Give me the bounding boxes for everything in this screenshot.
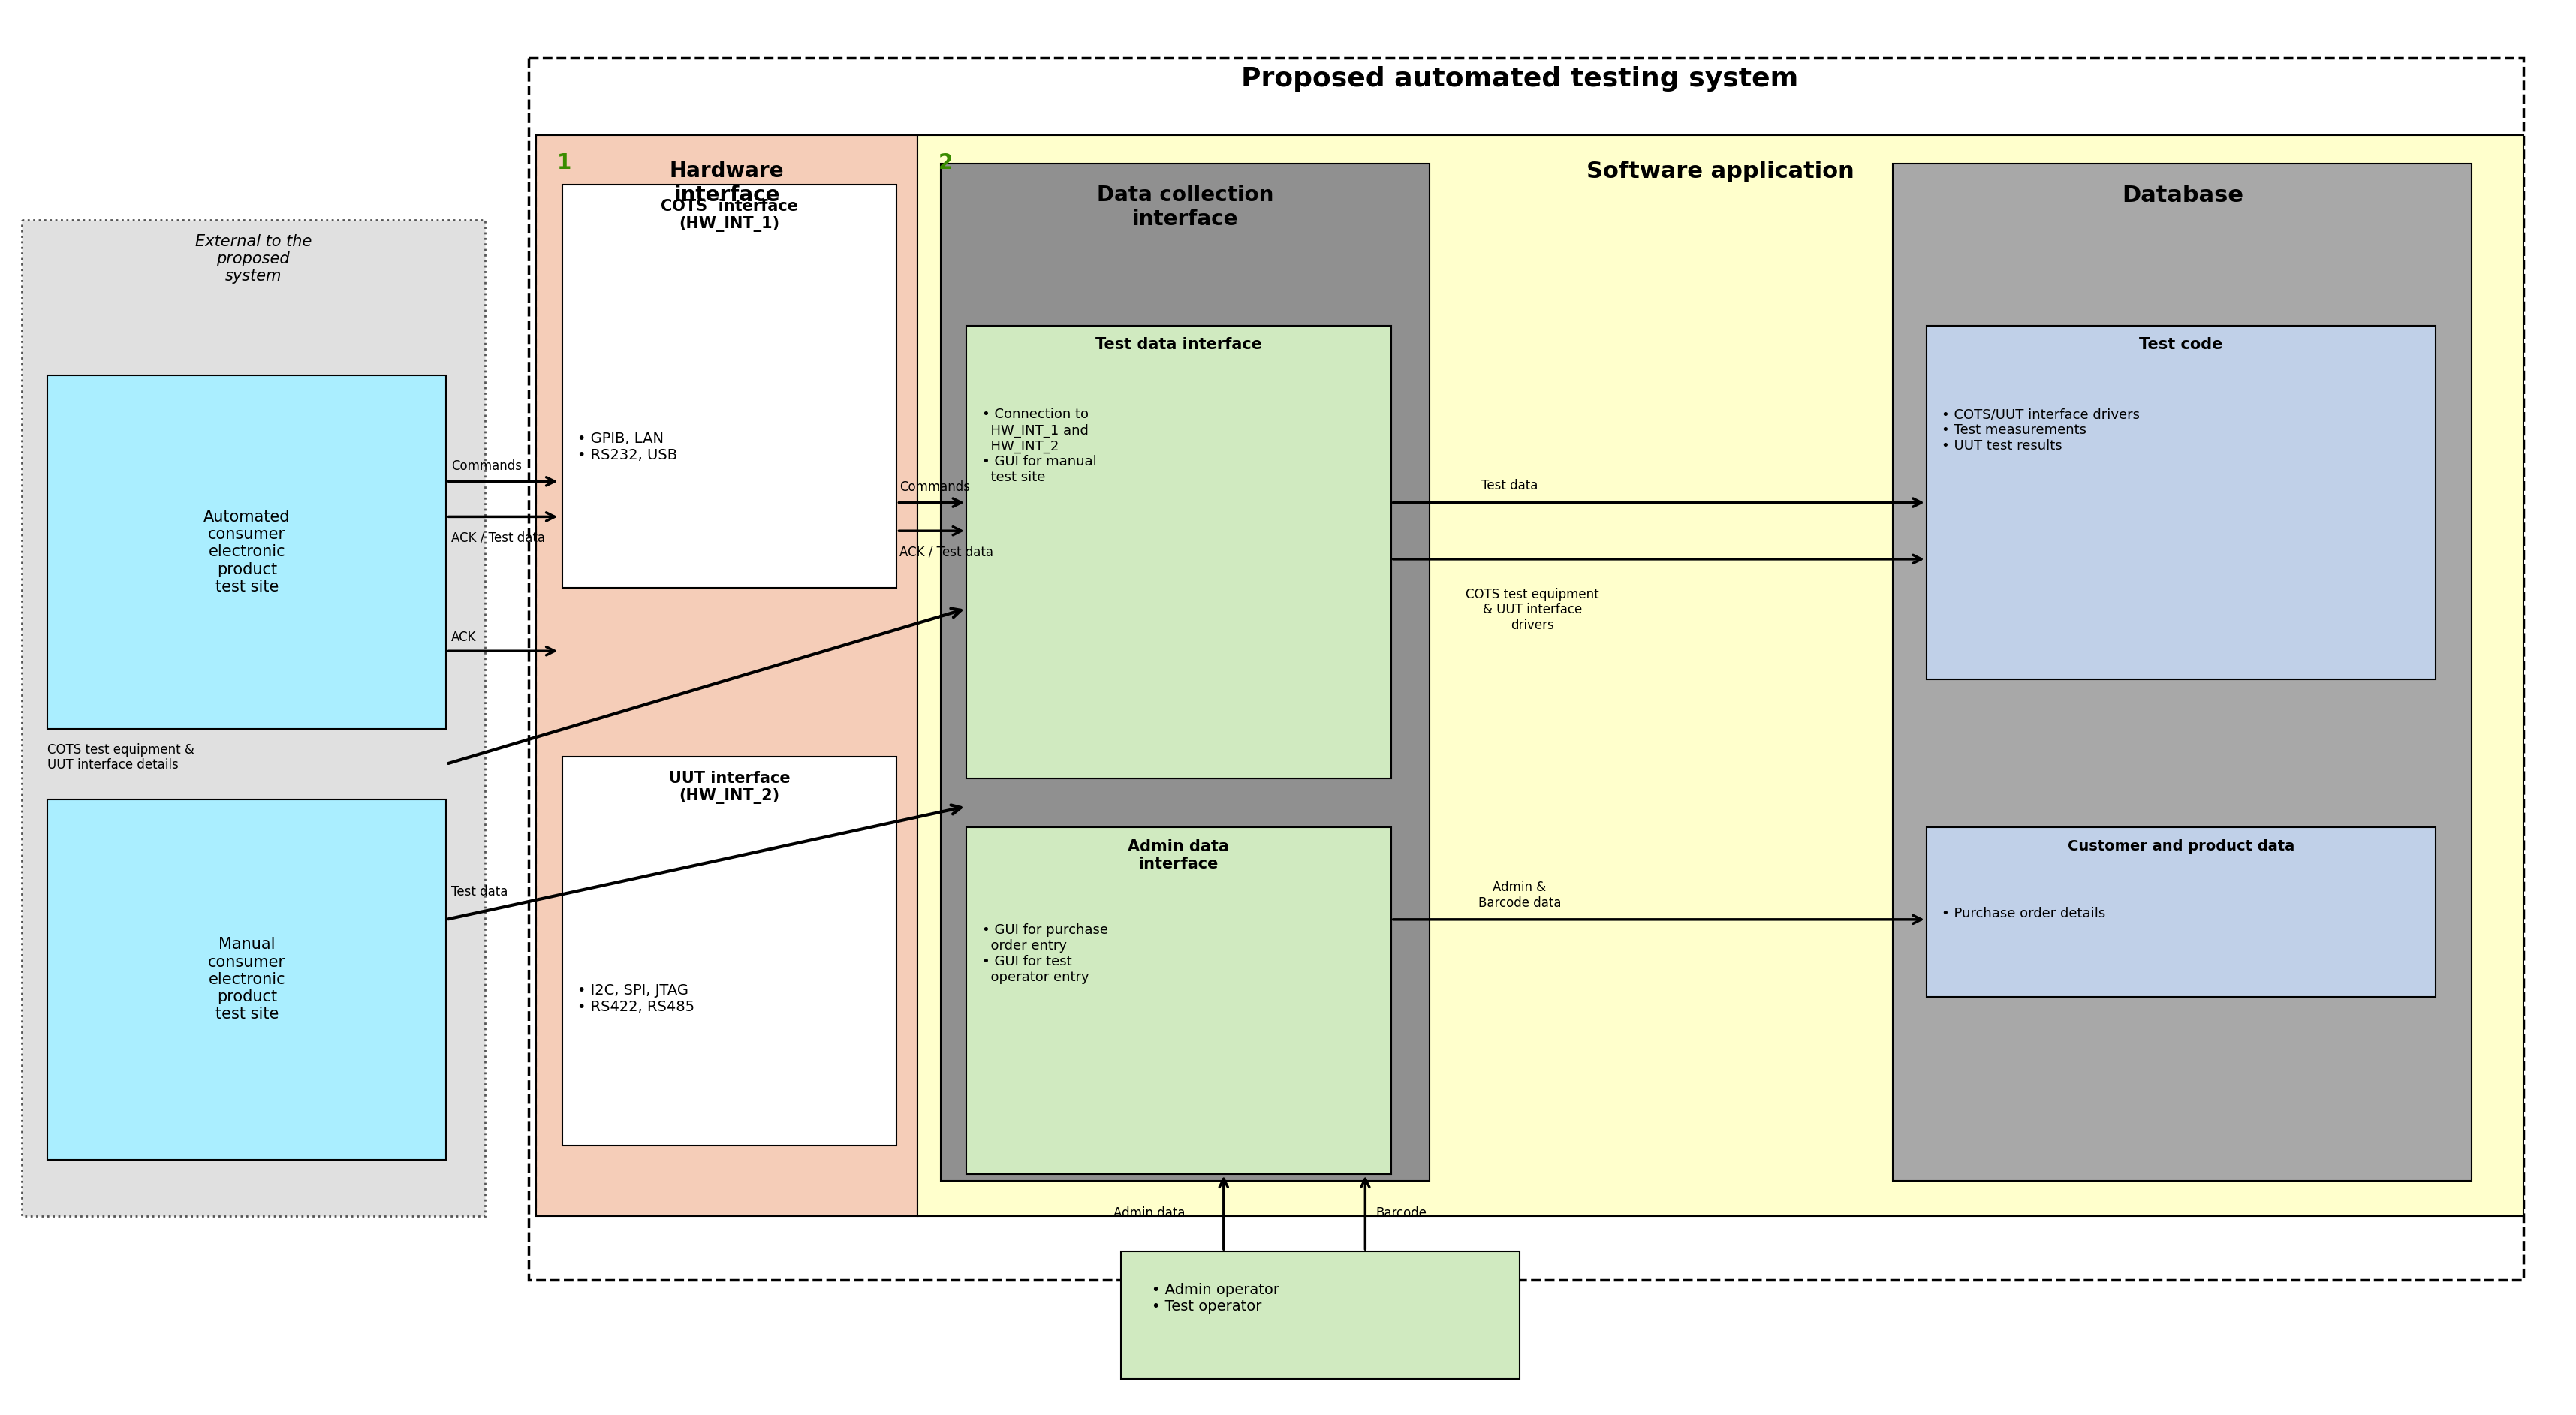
Text: Commands: Commands (451, 460, 523, 473)
Text: COTS  interface
(HW_INT_1): COTS interface (HW_INT_1) (662, 200, 799, 232)
Bar (536, 136, 917, 1215)
Text: Admin data
interface: Admin data interface (1128, 839, 1229, 872)
Text: Test data interface: Test data interface (1095, 337, 1262, 352)
Text: Manual
consumer
electronic
product
test site: Manual consumer electronic product test … (209, 937, 286, 1022)
Bar (46, 375, 446, 729)
Text: Automated
consumer
electronic
product
test site: Automated consumer electronic product te… (204, 509, 291, 594)
Bar (21, 221, 484, 1215)
Text: COTS test equipment &
UUT interface details: COTS test equipment & UUT interface deta… (46, 743, 193, 773)
Text: UUT interface
(HW_INT_2): UUT interface (HW_INT_2) (670, 771, 791, 804)
Bar (966, 325, 1391, 778)
Text: • Purchase order details: • Purchase order details (1942, 907, 2105, 920)
Text: 1: 1 (556, 153, 572, 173)
Bar (1893, 164, 2473, 1182)
Text: Hardware
interface: Hardware interface (670, 161, 783, 207)
Text: Proposed automated testing system: Proposed automated testing system (1242, 67, 1798, 92)
Text: Admin data: Admin data (1113, 1207, 1185, 1220)
Text: ACK: ACK (451, 631, 477, 644)
Text: ACK / Test data: ACK / Test data (899, 545, 994, 559)
Text: 2: 2 (938, 153, 953, 173)
Text: • COTS/UUT interface drivers
• Test measurements
• UUT test results: • COTS/UUT interface drivers • Test meas… (1942, 408, 2141, 453)
Bar (1121, 1251, 1520, 1378)
Bar (917, 136, 2524, 1215)
Text: Database: Database (2123, 185, 2244, 207)
Text: ACK / Test data: ACK / Test data (451, 531, 546, 545)
Bar (966, 828, 1391, 1174)
Text: • GUI for purchase
  order entry
• GUI for test
  operator entry: • GUI for purchase order entry • GUI for… (981, 924, 1108, 983)
Text: Test data: Test data (451, 884, 507, 899)
Text: Barcode: Barcode (1376, 1207, 1427, 1220)
Text: Software application: Software application (1587, 161, 1855, 183)
Text: Data collection
interface: Data collection interface (1097, 185, 1273, 231)
Text: COTS test equipment
& UUT interface
drivers: COTS test equipment & UUT interface driv… (1466, 587, 1600, 633)
Text: Customer and product data: Customer and product data (2069, 839, 2295, 853)
Text: • GPIB, LAN
• RS232, USB: • GPIB, LAN • RS232, USB (577, 432, 677, 463)
Text: Test data: Test data (1481, 480, 1538, 492)
Text: • I2C, SPI, JTAG
• RS422, RS485: • I2C, SPI, JTAG • RS422, RS485 (577, 983, 696, 1013)
Text: • Admin operator
• Test operator: • Admin operator • Test operator (1151, 1282, 1280, 1313)
Text: Test code: Test code (2138, 337, 2223, 352)
Text: • Connection to
  HW_INT_1 and
  HW_INT_2
• GUI for manual
  test site: • Connection to HW_INT_1 and HW_INT_2 • … (981, 408, 1097, 484)
Bar (940, 164, 1430, 1182)
Text: Admin &
Barcode data: Admin & Barcode data (1479, 880, 1561, 910)
Bar (1927, 828, 2437, 998)
Bar (562, 185, 896, 587)
Bar (46, 799, 446, 1160)
Text: External to the
proposed
system: External to the proposed system (196, 233, 312, 284)
Bar (1927, 325, 2437, 679)
Bar (528, 58, 2524, 1279)
Text: Commands: Commands (899, 481, 971, 494)
Bar (562, 757, 896, 1146)
